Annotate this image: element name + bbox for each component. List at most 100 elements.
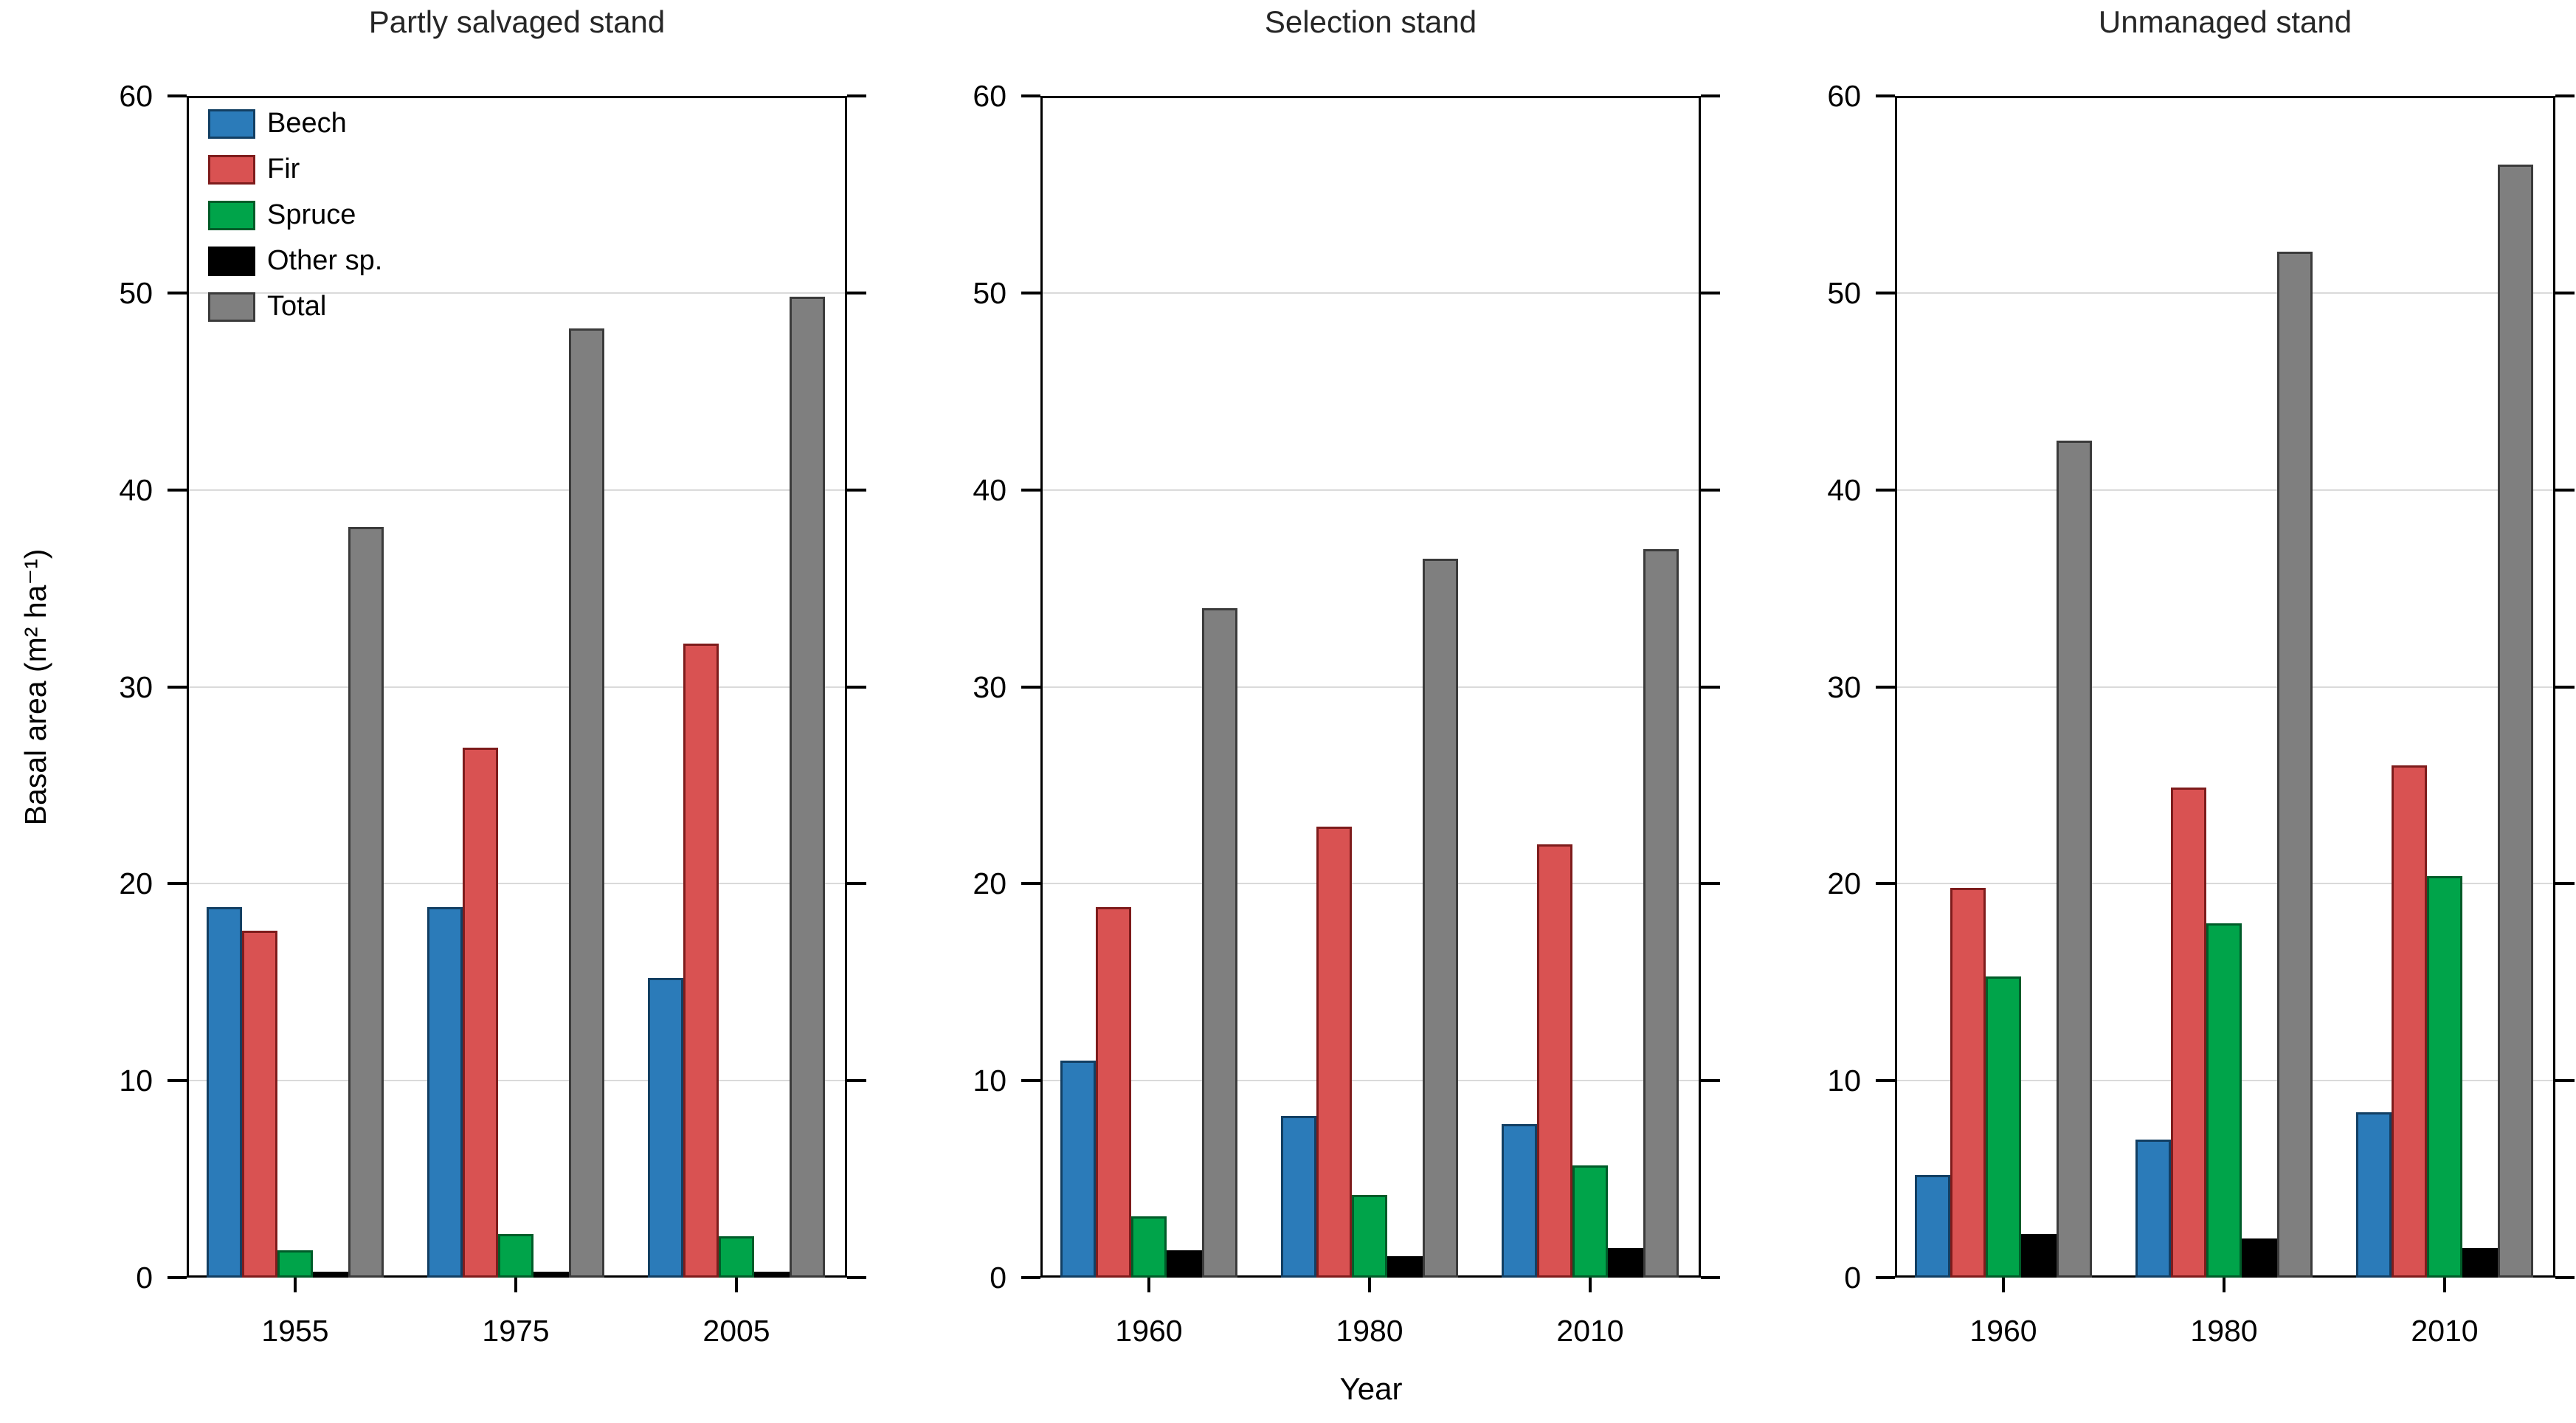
gridline-40	[189, 489, 845, 491]
y-tick-label-30: 30	[119, 669, 153, 704]
bar-fir-2010	[1537, 844, 1572, 1278]
y-tick-0	[1876, 1276, 1895, 1279]
bar-spruce-1960	[1131, 1216, 1167, 1278]
y-tick-label-30: 30	[1827, 669, 1861, 704]
y-tick-label-20: 20	[973, 866, 1006, 901]
x-tick-1980-1	[1368, 1278, 1371, 1292]
gridline-20	[189, 883, 845, 885]
y-tick-30	[168, 685, 187, 689]
y-tick-label-50: 50	[973, 275, 1006, 310]
x-tick-2010-1	[1589, 1278, 1592, 1292]
x-tick-1955-0	[294, 1278, 297, 1292]
panel-title-selection: Selection stand	[1264, 4, 1477, 39]
bar-fir-1960	[1950, 888, 1986, 1278]
y-tick-label-20: 20	[119, 866, 153, 901]
y-tick-40	[168, 488, 187, 492]
bar-total-2010	[1643, 549, 1679, 1278]
y-tick-0	[1021, 1276, 1040, 1279]
bar-fir-2010	[2392, 765, 2427, 1278]
y-tick-right-10	[2555, 1079, 2575, 1083]
x-tick-label-1955-0: 1955	[261, 1314, 329, 1348]
y-tick-label-10: 10	[119, 1064, 153, 1098]
y-tick-right-50	[1701, 291, 1720, 294]
gridline-10	[189, 1080, 845, 1082]
y-tick-label-60: 60	[973, 79, 1006, 113]
panel-title-unmanaged: Unmanaged stand	[2098, 4, 2352, 39]
bar-other-1980	[2242, 1238, 2277, 1278]
y-tick-60	[168, 94, 187, 97]
y-tick-50	[168, 291, 187, 294]
bar-beech-1960	[1915, 1175, 1950, 1278]
y-tick-right-50	[2555, 291, 2575, 294]
gridline-50	[189, 292, 845, 294]
y-tick-label-0: 0	[990, 1261, 1006, 1295]
y-tick-20	[1876, 882, 1895, 886]
x-tick-1980-2	[2223, 1278, 2225, 1292]
y-tick-right-20	[1701, 882, 1720, 886]
bar-spruce-1960	[1986, 976, 2021, 1278]
legend-label-beech: Beech	[267, 108, 347, 139]
bar-other-2010	[2462, 1248, 2498, 1278]
bar-total-2005	[790, 297, 825, 1278]
y-tick-10	[168, 1079, 187, 1083]
y-tick-label-0: 0	[1844, 1261, 1861, 1295]
bar-beech-1960	[1060, 1061, 1096, 1278]
y-tick-right-0	[1701, 1276, 1720, 1279]
y-tick-right-40	[847, 488, 866, 492]
bar-total-2010	[2498, 165, 2533, 1278]
y-tick-right-0	[847, 1276, 866, 1279]
x-tick-2010-2	[2443, 1278, 2446, 1292]
legend-swatch-other	[208, 247, 255, 276]
x-tick-label-1975-0: 1975	[482, 1314, 550, 1348]
legend-label-total: Total	[267, 291, 327, 322]
y-tick-right-60	[847, 94, 866, 97]
gridline-10	[1043, 1080, 1699, 1082]
gridline-30	[189, 686, 845, 688]
x-tick-label-1980-2: 1980	[2190, 1314, 2258, 1348]
legend-label-spruce: Spruce	[267, 199, 356, 230]
bar-beech-1980	[1281, 1116, 1316, 1278]
bar-fir-1975	[463, 748, 498, 1278]
bar-beech-2010	[2356, 1112, 2392, 1278]
y-tick-right-60	[2555, 94, 2575, 97]
y-tick-10	[1876, 1079, 1895, 1083]
y-tick-label-60: 60	[119, 79, 153, 113]
chart-panel-selection	[1040, 96, 1701, 1278]
y-tick-40	[1021, 488, 1040, 492]
y-tick-right-30	[847, 685, 866, 689]
y-tick-40	[1876, 488, 1895, 492]
bar-total-1960	[2057, 441, 2092, 1278]
x-tick-label-2005-0: 2005	[702, 1314, 770, 1348]
bar-spruce-1975	[498, 1234, 533, 1278]
y-tick-label-10: 10	[973, 1064, 1006, 1098]
y-tick-60	[1876, 94, 1895, 97]
bar-total-1975	[569, 328, 604, 1278]
gridline-40	[1043, 489, 1699, 491]
x-tick-label-1960-2: 1960	[1969, 1314, 2037, 1348]
bar-other-2005	[754, 1272, 790, 1278]
bar-other-1980	[1387, 1256, 1423, 1278]
y-tick-10	[1021, 1079, 1040, 1083]
y-tick-label-50: 50	[1827, 275, 1861, 310]
bar-other-2010	[1608, 1248, 1643, 1278]
bar-other-1975	[533, 1272, 569, 1278]
bar-beech-1975	[427, 907, 463, 1278]
y-tick-label-20: 20	[1827, 866, 1861, 901]
y-tick-label-50: 50	[119, 275, 153, 310]
legend-swatch-beech	[208, 109, 255, 139]
y-tick-60	[1021, 94, 1040, 97]
y-tick-right-10	[1701, 1079, 1720, 1083]
bar-fir-1960	[1096, 907, 1131, 1278]
bar-beech-1980	[2135, 1140, 2171, 1278]
legend-swatch-spruce	[208, 201, 255, 230]
bar-spruce-2005	[719, 1236, 754, 1278]
y-tick-right-40	[2555, 488, 2575, 492]
x-tick-label-1980-1: 1980	[1336, 1314, 1403, 1348]
x-tick-1960-2	[2002, 1278, 2005, 1292]
y-tick-label-0: 0	[136, 1261, 153, 1295]
legend-swatch-fir	[208, 155, 255, 185]
gridline-50	[1043, 292, 1699, 294]
y-tick-30	[1021, 685, 1040, 689]
y-tick-0	[168, 1276, 187, 1279]
